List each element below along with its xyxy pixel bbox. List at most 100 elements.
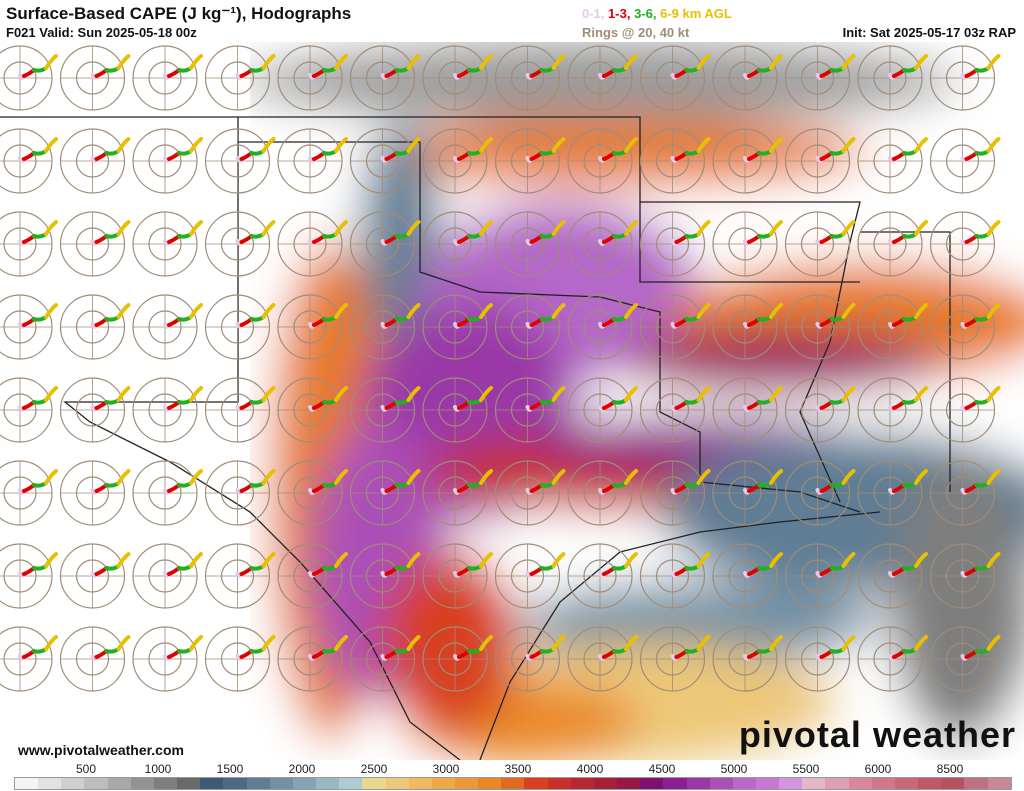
website-url[interactable]: www.pivotalweather.com — [14, 742, 188, 758]
hodograph-trace — [841, 635, 856, 651]
init-time: Init: Sat 2025-05-17 03z RAP — [842, 25, 1016, 40]
colorbar-swatch — [732, 778, 756, 789]
colorbar-tick-label: 4500 — [648, 762, 676, 776]
hodograph-trace — [841, 303, 856, 319]
hodograph — [204, 294, 276, 360]
hodograph — [422, 45, 493, 111]
legend-3-6km: 3-6, — [634, 6, 657, 21]
hodograph-grid — [0, 45, 1001, 692]
hodograph — [784, 543, 856, 609]
hodograph — [784, 128, 856, 194]
hodograph — [929, 626, 1001, 692]
hodograph-trace — [406, 220, 421, 236]
hodograph — [857, 460, 928, 526]
hodograph — [132, 543, 203, 609]
hodograph — [712, 211, 783, 277]
hodograph — [204, 45, 276, 111]
legend-6-9km: 6-9 km AGL — [660, 6, 732, 21]
colorbar-swatch — [153, 778, 178, 789]
hodograph — [784, 211, 856, 277]
hodograph — [422, 626, 493, 692]
colorbar-swatch — [177, 778, 201, 789]
hodograph-trace — [261, 386, 276, 402]
colorbar-swatch — [894, 778, 919, 789]
hodograph-trace — [986, 303, 1001, 319]
colorbar-tick-label: 5000 — [720, 762, 748, 776]
hodograph-trace — [406, 303, 421, 319]
hodograph-trace — [116, 386, 131, 402]
hodograph-trace — [986, 137, 1001, 153]
hodograph-trace — [44, 469, 58, 485]
colorbar-swatch — [431, 778, 455, 789]
hodograph — [494, 460, 566, 526]
hodograph-trace — [406, 386, 421, 402]
hodograph-trace — [189, 386, 203, 402]
hodograph-trace — [914, 303, 928, 319]
hodograph — [422, 460, 493, 526]
hodograph-trace — [189, 303, 203, 319]
hodograph — [857, 626, 928, 692]
hodograph — [59, 45, 131, 111]
hodograph-trace — [116, 469, 131, 485]
hodograph-trace — [551, 220, 566, 236]
colorbar-swatch — [686, 778, 710, 789]
hodograph — [0, 460, 58, 526]
hodograph — [277, 211, 348, 277]
hodograph — [204, 377, 276, 443]
colorbar-swatch — [848, 778, 872, 789]
hodograph-trace — [261, 137, 276, 153]
hodograph — [0, 626, 58, 692]
hodograph — [349, 543, 421, 609]
colorbar-swatch — [570, 778, 594, 789]
colorbar-swatch — [709, 778, 733, 789]
hodograph — [204, 543, 276, 609]
hodograph-trace — [551, 386, 566, 402]
hodograph — [59, 211, 131, 277]
hodograph — [59, 377, 131, 443]
hodograph-trace — [696, 220, 711, 236]
hodograph-trace — [696, 137, 711, 153]
hodograph — [639, 294, 711, 360]
hodograph-trace — [116, 220, 131, 236]
hodograph-trace — [479, 635, 493, 651]
hodograph — [784, 626, 856, 692]
hodograph-layer-legend: 0-1, 1-3, 3-6, 6-9 km AGL — [582, 6, 732, 21]
hodograph — [712, 543, 783, 609]
hodograph-trace — [841, 469, 856, 485]
hodograph — [349, 460, 421, 526]
hodograph — [0, 377, 58, 443]
hodograph — [929, 45, 1001, 111]
hodograph — [59, 294, 131, 360]
hodograph — [277, 377, 348, 443]
hodograph-trace — [189, 469, 203, 485]
colorbar-swatch — [547, 778, 571, 789]
hodograph — [494, 294, 566, 360]
hodograph-trace — [406, 635, 421, 651]
colorbar-swatch — [825, 778, 849, 789]
hodograph — [639, 460, 711, 526]
hodograph-trace — [624, 635, 638, 651]
hodograph-trace — [914, 220, 928, 236]
colorbar-swatch — [802, 778, 826, 789]
hodograph-trace — [551, 469, 566, 485]
hodograph — [712, 45, 783, 111]
colorbar-swatch — [15, 778, 39, 789]
hodograph-trace — [624, 54, 638, 70]
hodograph — [639, 128, 711, 194]
hodograph — [422, 128, 493, 194]
hodograph — [639, 211, 711, 277]
hodograph — [204, 211, 276, 277]
hodograph — [639, 626, 711, 692]
hodograph — [929, 294, 1001, 360]
hodograph-trace — [44, 54, 58, 70]
hodograph — [929, 377, 1001, 443]
hodograph — [712, 128, 783, 194]
hodograph — [132, 211, 203, 277]
hodograph-trace — [551, 635, 566, 651]
hodograph — [0, 45, 58, 111]
colorbar-swatch — [593, 778, 618, 789]
hodograph-trace — [986, 552, 1001, 568]
hodograph-trace — [479, 386, 493, 402]
hodograph-trace — [261, 635, 276, 651]
